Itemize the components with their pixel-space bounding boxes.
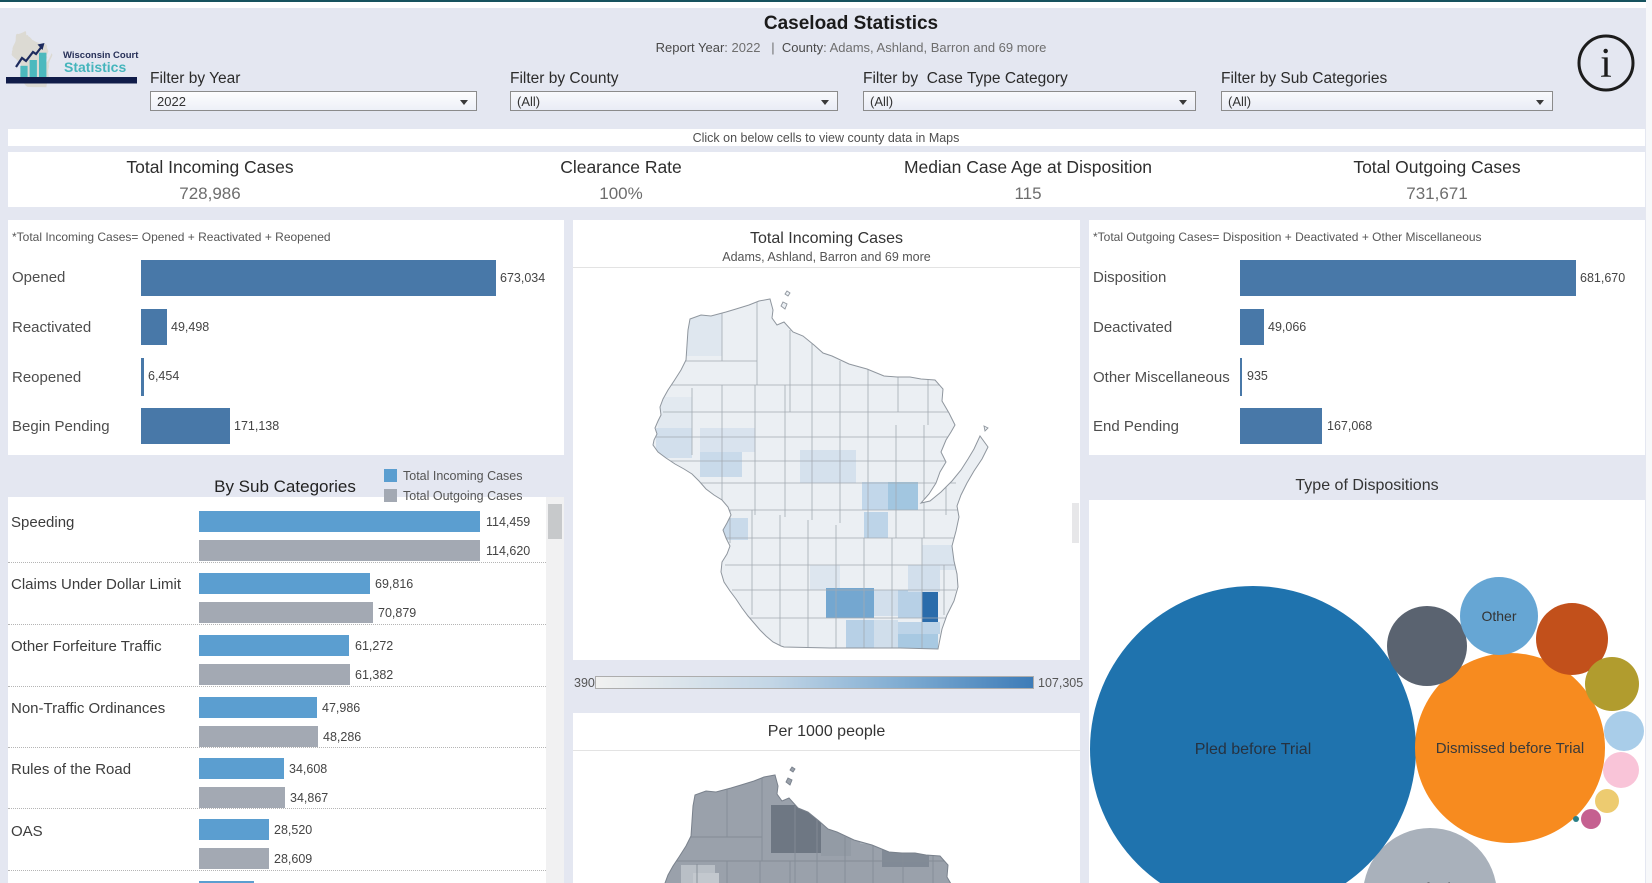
svg-text:Pled before Trial: Pled before Trial: [1195, 741, 1312, 758]
svg-text:Other: Other: [1481, 608, 1516, 624]
svg-text:Wisconsin Court: Wisconsin Court: [63, 50, 139, 61]
svg-text:i: i: [1600, 41, 1612, 87]
svg-text:Default: Default: [1405, 881, 1456, 883]
svg-text:Dismissed before Trial: Dismissed before Trial: [1436, 740, 1584, 757]
svg-text:Statistics: Statistics: [64, 59, 126, 75]
